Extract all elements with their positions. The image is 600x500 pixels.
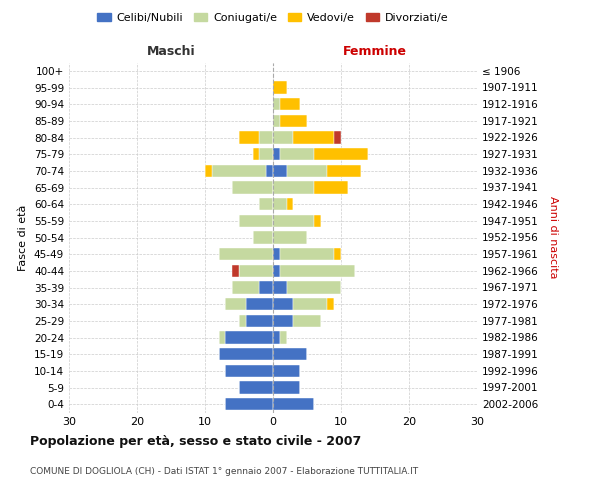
Bar [259,281,273,293]
Bar [273,264,280,277]
Text: Maschi: Maschi [146,44,196,58]
Bar [253,148,259,160]
Bar [239,264,273,277]
Bar [239,131,259,144]
Bar [287,198,293,210]
Bar [293,298,328,310]
Bar [273,364,300,377]
Text: Femmine: Femmine [343,44,407,58]
Bar [328,298,334,310]
Bar [273,181,314,194]
Bar [273,131,293,144]
Bar [280,248,334,260]
Text: Popolazione per età, sesso e stato civile - 2007: Popolazione per età, sesso e stato civil… [30,435,361,448]
Bar [273,348,307,360]
Bar [259,148,273,160]
Bar [253,231,273,244]
Bar [314,214,320,227]
Bar [232,181,273,194]
Bar [280,148,314,160]
Bar [226,298,246,310]
Bar [226,331,273,344]
Bar [273,214,314,227]
Bar [280,98,300,110]
Bar [287,281,341,293]
Legend: Celibi/Nubili, Coniugati/e, Vedovi/e, Divorziati/e: Celibi/Nubili, Coniugati/e, Vedovi/e, Di… [93,8,453,28]
Bar [239,214,273,227]
Bar [273,231,307,244]
Bar [293,314,320,327]
Bar [328,164,361,177]
Bar [273,198,287,210]
Y-axis label: Fasce di età: Fasce di età [19,204,28,270]
Bar [232,264,239,277]
Bar [314,148,368,160]
Bar [280,264,355,277]
Text: COMUNE DI DOGLIOLA (CH) - Dati ISTAT 1° gennaio 2007 - Elaborazione TUTTITALIA.I: COMUNE DI DOGLIOLA (CH) - Dati ISTAT 1° … [30,468,418,476]
Bar [273,148,280,160]
Bar [232,281,259,293]
Bar [273,114,280,127]
Bar [266,164,273,177]
Bar [287,164,328,177]
Bar [239,381,273,394]
Bar [205,164,212,177]
Bar [280,114,307,127]
Bar [259,131,273,144]
Bar [314,181,348,194]
Bar [218,248,273,260]
Bar [218,348,273,360]
Bar [273,248,280,260]
Bar [218,331,226,344]
Bar [273,381,300,394]
Bar [273,298,293,310]
Bar [246,298,273,310]
Bar [334,131,341,144]
Bar [273,81,287,94]
Bar [226,398,273,410]
Bar [293,131,334,144]
Bar [273,281,287,293]
Bar [239,314,246,327]
Bar [280,331,287,344]
Bar [226,364,273,377]
Bar [273,398,314,410]
Bar [259,198,273,210]
Bar [273,98,280,110]
Bar [212,164,266,177]
Bar [334,248,341,260]
Bar [273,314,293,327]
Y-axis label: Anni di nascita: Anni di nascita [548,196,558,278]
Bar [273,164,287,177]
Bar [273,331,280,344]
Bar [246,314,273,327]
